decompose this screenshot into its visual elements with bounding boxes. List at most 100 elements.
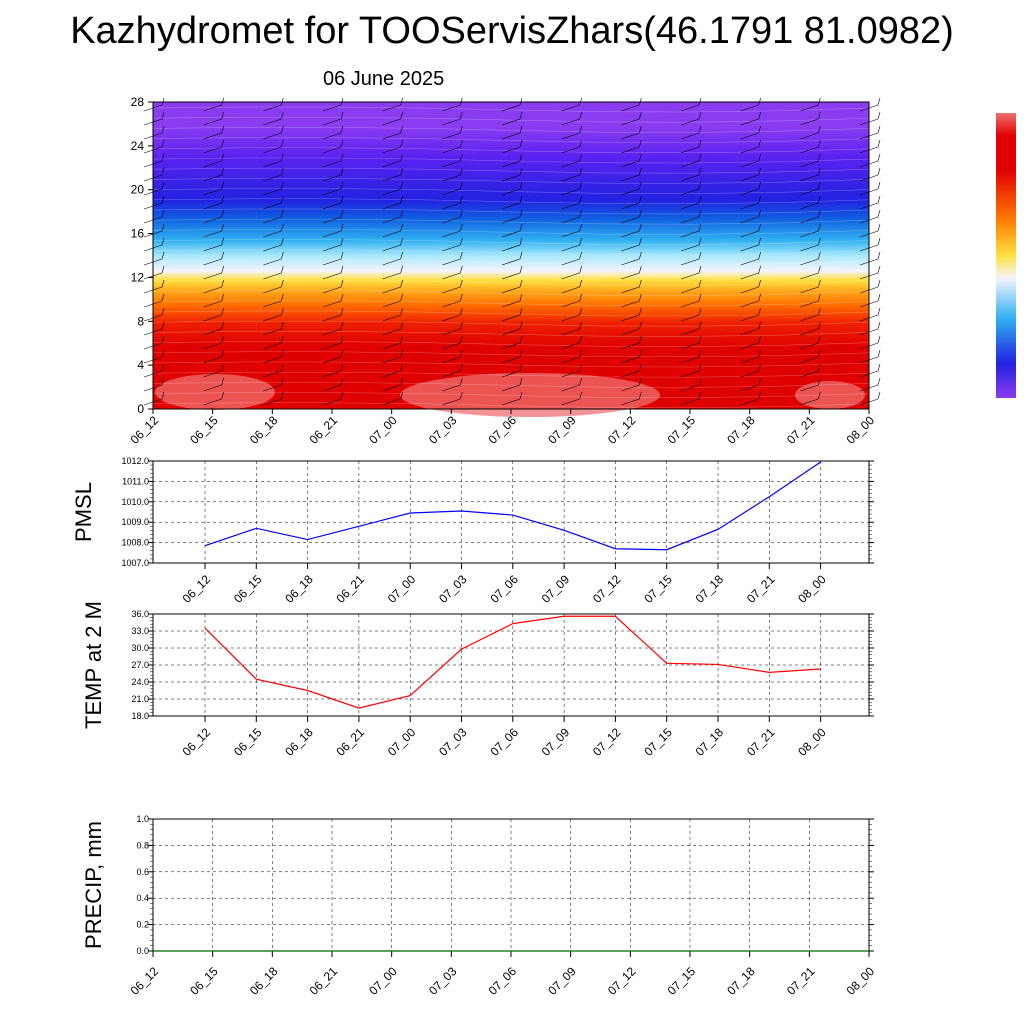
heatmap-ytick-label: 28 bbox=[131, 95, 145, 109]
wind-barb-flag bbox=[698, 111, 702, 120]
wind-barb bbox=[621, 104, 640, 112]
wind-barb-flag bbox=[161, 125, 165, 134]
wind-barb bbox=[800, 328, 819, 336]
wind-barb-flag bbox=[818, 265, 821, 274]
wind-barb-flag bbox=[400, 279, 403, 288]
wind-barb-flag bbox=[281, 153, 284, 162]
wind-barb-flag bbox=[758, 195, 761, 204]
wind-barb bbox=[263, 160, 282, 168]
wind-barb bbox=[263, 202, 282, 210]
wind-barb-flag bbox=[340, 153, 344, 162]
isotherm-line bbox=[152, 218, 870, 225]
wind-barb bbox=[621, 216, 640, 224]
wind-barb bbox=[740, 342, 759, 350]
xtick-label: 08_00 bbox=[795, 725, 829, 759]
wind-barb bbox=[561, 300, 580, 308]
wind-barb bbox=[740, 384, 759, 392]
wind-barb-flag bbox=[579, 321, 582, 330]
wind-barb bbox=[203, 174, 222, 182]
wind-barb-flag bbox=[221, 153, 224, 162]
wind-barb-flag bbox=[340, 181, 344, 190]
wind-barb bbox=[740, 328, 759, 336]
wind-barb-flag bbox=[579, 167, 582, 176]
wind-barb-flag bbox=[460, 251, 463, 260]
wind-barb-flag bbox=[460, 223, 463, 232]
wind-barb bbox=[501, 356, 521, 364]
wind-barb-flag bbox=[877, 153, 881, 162]
ytick-label: 21.0 bbox=[131, 694, 149, 704]
ytick-label: 0.4 bbox=[136, 893, 149, 903]
xtick-label: 06_18 bbox=[282, 572, 316, 606]
wind-barb-flag bbox=[460, 349, 463, 358]
wind-barb bbox=[263, 174, 282, 182]
wind-barb-flag bbox=[281, 349, 284, 358]
colorbar bbox=[996, 113, 1016, 398]
xtick-label: 07_18 bbox=[693, 572, 727, 606]
wind-barb-flag bbox=[221, 125, 224, 134]
wind-barb bbox=[203, 342, 222, 350]
wind-barb bbox=[322, 398, 342, 406]
wind-barb-flag bbox=[161, 307, 165, 316]
wind-barb bbox=[800, 230, 819, 238]
wind-barb-flag bbox=[400, 307, 403, 316]
xtick-label: 08_00 bbox=[795, 572, 829, 606]
wind-barb bbox=[561, 272, 580, 280]
wind-barb-flag bbox=[340, 293, 344, 302]
wind-barb-flag bbox=[639, 363, 642, 372]
wind-barb-flag bbox=[400, 237, 403, 246]
wind-barb-flag bbox=[281, 195, 284, 204]
wind-barb bbox=[263, 384, 282, 392]
ytick-label: 30.0 bbox=[131, 643, 149, 653]
wind-barb bbox=[501, 300, 521, 308]
wind-barb bbox=[680, 174, 700, 182]
wind-barb bbox=[203, 188, 222, 196]
wind-barb bbox=[442, 188, 461, 196]
wind-barb bbox=[203, 258, 222, 266]
isotherm-line bbox=[152, 157, 870, 164]
wind-barb-flag bbox=[877, 125, 881, 134]
wind-barb-flag bbox=[639, 181, 642, 190]
wind-barb bbox=[442, 230, 461, 238]
wind-barb-flag bbox=[818, 363, 821, 372]
wind-barb-flag bbox=[639, 349, 642, 358]
wind-barb bbox=[263, 216, 282, 224]
wind-barb-flag bbox=[281, 181, 284, 190]
heatmap-ytick-label: 12 bbox=[131, 270, 145, 284]
wind-barb-flag bbox=[758, 335, 761, 344]
heatmap-xtick-label: 07_06 bbox=[486, 413, 520, 447]
wind-barb bbox=[203, 160, 222, 168]
wind-barb-flag bbox=[818, 153, 821, 162]
wind-barb-flag bbox=[221, 335, 224, 344]
wind-barb bbox=[621, 398, 640, 406]
ytick-label: 18.0 bbox=[131, 711, 149, 721]
wind-barb bbox=[322, 384, 342, 392]
wind-barb bbox=[322, 258, 342, 266]
wind-barb bbox=[382, 230, 401, 238]
wind-barb-flag bbox=[161, 237, 165, 246]
wind-barb-flag bbox=[281, 237, 284, 246]
wind-barb bbox=[322, 118, 342, 126]
wind-barb bbox=[442, 146, 461, 154]
wind-barb bbox=[800, 104, 819, 112]
wind-barb-flag bbox=[400, 223, 403, 232]
wind-barb bbox=[263, 272, 282, 280]
wind-barb-flag bbox=[877, 111, 881, 120]
wind-barb bbox=[740, 314, 759, 322]
wind-barb-flag bbox=[221, 349, 224, 358]
wind-barb-flag bbox=[579, 153, 582, 162]
wind-barb-flag bbox=[758, 293, 761, 302]
wind-barb bbox=[382, 174, 401, 182]
wind-barb bbox=[680, 398, 700, 406]
wind-barb bbox=[800, 202, 819, 210]
xtick-label: 07_00 bbox=[385, 572, 419, 606]
wind-barb bbox=[442, 398, 461, 406]
wind-barb bbox=[561, 244, 580, 252]
wind-barb-flag bbox=[340, 391, 344, 400]
wind-barb-flag bbox=[460, 377, 463, 386]
heatmap-field bbox=[153, 102, 869, 409]
wind-barb-flag bbox=[698, 307, 702, 316]
wind-barb bbox=[442, 286, 461, 294]
wind-barb-flag bbox=[221, 111, 224, 120]
wind-barb-flag bbox=[639, 167, 642, 176]
